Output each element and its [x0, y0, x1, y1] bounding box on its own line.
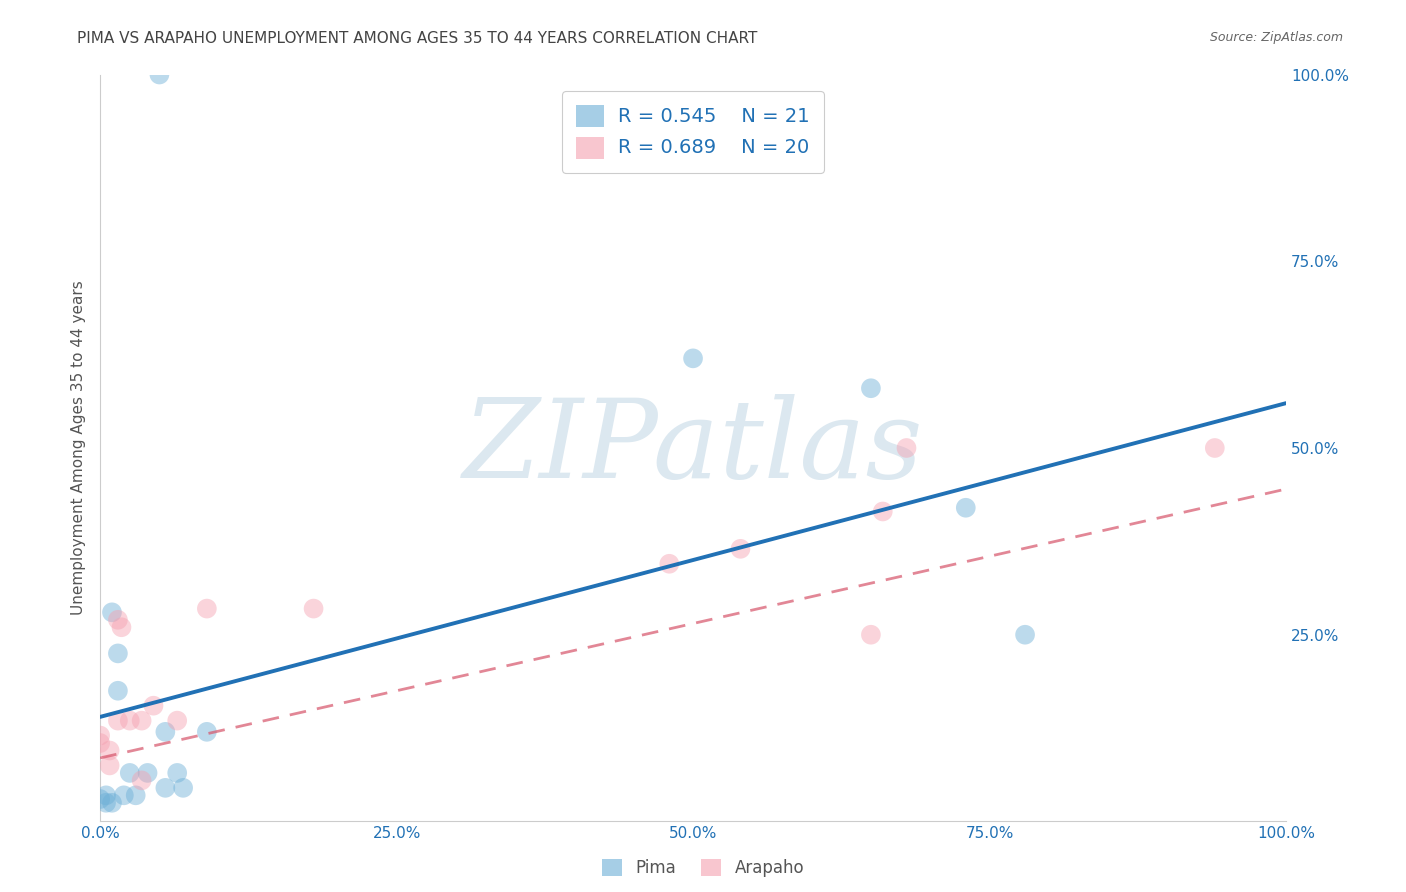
Point: [118, 765, 141, 780]
Point: [136, 765, 159, 780]
Point: [94, 789, 117, 803]
Point: [125, 789, 148, 803]
Point: [107, 714, 129, 728]
Point: [101, 605, 124, 619]
Point: [131, 773, 153, 788]
Point: [1014, 628, 1036, 642]
Point: [107, 647, 129, 661]
Point: [155, 724, 177, 739]
Point: [118, 714, 141, 728]
Point: [166, 714, 188, 728]
Legend: R = 0.545    N = 21, R = 0.689    N = 20: R = 0.545 N = 21, R = 0.689 N = 20: [562, 91, 824, 173]
Point: [89, 736, 111, 750]
Point: [94, 796, 117, 810]
Point: [148, 68, 170, 82]
Point: [107, 613, 129, 627]
Point: [658, 557, 681, 571]
Point: [195, 724, 218, 739]
Legend: Pima, Arapaho: Pima, Arapaho: [595, 852, 811, 884]
Point: [98, 743, 121, 757]
Point: [166, 765, 188, 780]
Point: [172, 780, 194, 795]
Point: [730, 541, 752, 556]
Y-axis label: Unemployment Among Ages 35 to 44 years: Unemployment Among Ages 35 to 44 years: [72, 281, 86, 615]
Point: [896, 441, 918, 455]
Point: [955, 500, 977, 515]
Point: [131, 714, 153, 728]
Point: [302, 601, 325, 615]
Point: [89, 792, 111, 806]
Text: PIMA VS ARAPAHO UNEMPLOYMENT AMONG AGES 35 TO 44 YEARS CORRELATION CHART: PIMA VS ARAPAHO UNEMPLOYMENT AMONG AGES …: [77, 31, 758, 46]
Point: [110, 620, 132, 634]
Text: Source: ZipAtlas.com: Source: ZipAtlas.com: [1209, 31, 1343, 45]
Point: [859, 381, 882, 395]
Point: [101, 796, 124, 810]
Point: [155, 780, 177, 795]
Point: [89, 729, 111, 743]
Point: [872, 504, 894, 518]
Point: [112, 789, 135, 803]
Point: [142, 698, 165, 713]
Point: [1204, 441, 1226, 455]
Text: ZIPatlas: ZIPatlas: [463, 394, 924, 501]
Point: [682, 351, 704, 366]
Point: [859, 628, 882, 642]
Point: [98, 758, 121, 772]
Point: [195, 601, 218, 615]
Point: [107, 683, 129, 698]
